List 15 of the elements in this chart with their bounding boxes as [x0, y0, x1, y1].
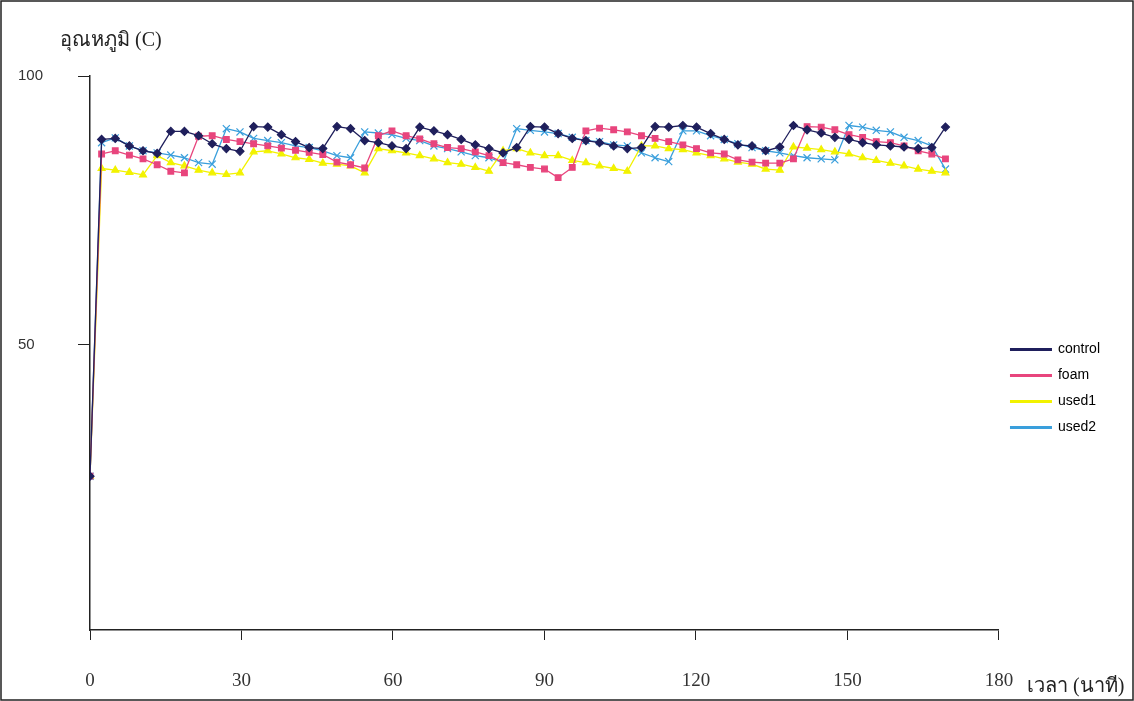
legend-label: control	[1057, 340, 1101, 357]
y-tick-label: 50	[18, 335, 35, 353]
x-tick-label: 30	[232, 669, 251, 691]
x-tick-label: 150	[833, 669, 862, 691]
x-tick-label: 90	[534, 669, 554, 691]
x-axis-title: เวลา (นาที)	[1026, 674, 1125, 697]
y-tick-label: 100	[18, 66, 44, 84]
x-tick-label: 120	[681, 669, 711, 691]
legend-label: foam	[1057, 366, 1090, 383]
legend-label: used1	[1057, 392, 1097, 409]
x-tick-label: 0	[85, 669, 95, 691]
x-tick-label: 60	[383, 669, 403, 691]
x-tick-label: 180	[984, 669, 1014, 691]
y-axis-title: อุณหภูมิ (C)	[60, 28, 162, 52]
legend-label: used2	[1057, 418, 1097, 435]
